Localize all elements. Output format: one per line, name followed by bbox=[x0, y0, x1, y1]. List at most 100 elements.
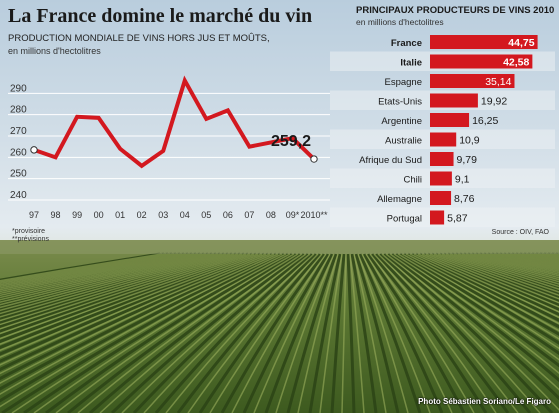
vine-row-highlight bbox=[413, 253, 559, 325]
x-tick-label: 02 bbox=[137, 210, 147, 220]
footnote-provisional: *provisoire bbox=[12, 228, 46, 235]
vine-row bbox=[350, 253, 378, 413]
vine-row bbox=[439, 252, 559, 296]
vine-row bbox=[435, 252, 559, 299]
bar-value-label: 5,87 bbox=[447, 213, 468, 225]
vine-row bbox=[308, 253, 342, 413]
vine-row bbox=[132, 252, 309, 413]
category-label: France bbox=[391, 38, 422, 49]
vine-row bbox=[0, 252, 229, 317]
bar-value-label: 16,25 bbox=[472, 115, 498, 127]
vine-row-highlight bbox=[0, 253, 175, 286]
category-label: Argentine bbox=[381, 116, 422, 127]
vine-row-highlight bbox=[121, 253, 307, 413]
bar-value-label: 9,79 bbox=[457, 154, 478, 166]
vine-row-highlight bbox=[445, 253, 559, 290]
vine-row bbox=[1, 252, 285, 413]
vine-row bbox=[67, 252, 297, 413]
vine-row-highlight bbox=[437, 253, 559, 297]
vine-row-highlight bbox=[425, 253, 559, 308]
vine-row bbox=[176, 252, 318, 413]
vine-row-highlight bbox=[429, 253, 559, 304]
vine-row-highlight bbox=[357, 253, 409, 413]
vine-row bbox=[459, 252, 559, 283]
vine-row-highlight bbox=[0, 253, 283, 408]
vine-row-highlight bbox=[393, 253, 559, 375]
vine-row-highlight bbox=[0, 253, 271, 375]
vine-row-highlight bbox=[397, 253, 559, 361]
vine-row-highlight bbox=[253, 253, 331, 413]
vine-row bbox=[467, 252, 559, 279]
x-tick-label: 03 bbox=[158, 210, 168, 220]
vine-row bbox=[399, 252, 559, 356]
footnotes: *provisoire **prévisions bbox=[12, 228, 49, 244]
vine-row-highlight bbox=[0, 253, 211, 303]
vine-row bbox=[362, 253, 444, 413]
bar bbox=[430, 93, 478, 108]
vine-row bbox=[391, 252, 559, 383]
vine-row bbox=[455, 252, 559, 285]
vine-row-highlight bbox=[0, 253, 183, 289]
vine-row-highlight bbox=[369, 253, 475, 413]
vine-row bbox=[110, 252, 305, 413]
page-title: La France domine le marché du vin bbox=[8, 5, 313, 27]
vine-row bbox=[0, 252, 237, 325]
y-tick-label: 270 bbox=[10, 126, 27, 137]
vine-row-highlight bbox=[449, 253, 559, 288]
vine-row-highlight bbox=[365, 253, 453, 413]
bar-value-label: 9,1 bbox=[455, 174, 470, 186]
vine-row bbox=[198, 252, 322, 413]
vine-row bbox=[423, 252, 559, 311]
footnote-forecast: **prévisions bbox=[12, 236, 49, 243]
vine-row bbox=[431, 252, 559, 303]
x-tick-label: 06 bbox=[223, 210, 233, 220]
vine-row bbox=[407, 252, 559, 337]
bar bbox=[430, 210, 445, 225]
vine-row-highlight bbox=[319, 253, 343, 413]
production-series-line bbox=[33, 75, 316, 169]
y-tick-label: 280 bbox=[10, 105, 27, 116]
vine-row-highlight bbox=[417, 253, 559, 319]
x-tick-label: 99 bbox=[72, 210, 82, 220]
vine-row-highlight bbox=[0, 253, 167, 283]
bar-value-label: 35,14 bbox=[485, 76, 511, 88]
vine-row-highlight bbox=[353, 253, 387, 413]
vine-row bbox=[463, 252, 559, 281]
category-label: Portugal bbox=[387, 214, 422, 225]
bar bbox=[430, 152, 454, 166]
vine-row-highlight bbox=[275, 253, 335, 413]
vine-row-highlight bbox=[453, 253, 559, 285]
vine-row-highlight bbox=[99, 253, 303, 413]
vine-row-highlight bbox=[0, 253, 187, 291]
bar-value-label: 10,9 bbox=[459, 135, 480, 147]
vine-row-highlight bbox=[0, 253, 199, 297]
x-tick-label: 07 bbox=[244, 210, 254, 220]
vine-row-highlight bbox=[465, 253, 559, 279]
category-label: Allemagne bbox=[377, 194, 422, 205]
bar-value-label: 44,75 bbox=[508, 37, 534, 49]
vine-row-highlight bbox=[441, 253, 559, 293]
vine-row-highlight bbox=[381, 253, 541, 413]
vine-row bbox=[366, 253, 466, 413]
vine-row bbox=[374, 252, 510, 413]
endpoint-marker bbox=[310, 155, 318, 163]
vineyard-photo bbox=[0, 240, 559, 413]
vine-row bbox=[0, 252, 281, 403]
y-tick-label: 240 bbox=[10, 190, 27, 201]
vine-row-highlight bbox=[421, 253, 559, 313]
vine-row bbox=[154, 252, 313, 413]
y-tick-label: 290 bbox=[10, 83, 27, 94]
vine-row-highlight bbox=[187, 253, 319, 413]
vine-row bbox=[0, 252, 241, 329]
vine-row-highlight bbox=[231, 253, 327, 413]
vine-row bbox=[354, 253, 400, 413]
vine-row bbox=[370, 253, 488, 413]
x-tick-label: 98 bbox=[51, 210, 61, 220]
vine-row bbox=[415, 252, 559, 322]
vine-row-highlight bbox=[0, 253, 215, 306]
vine-row-highlight bbox=[0, 253, 207, 301]
vine-row-highlight bbox=[0, 253, 171, 285]
chart-units: en millions d'hectolitres bbox=[8, 46, 101, 56]
x-tick-label: 05 bbox=[201, 210, 211, 220]
